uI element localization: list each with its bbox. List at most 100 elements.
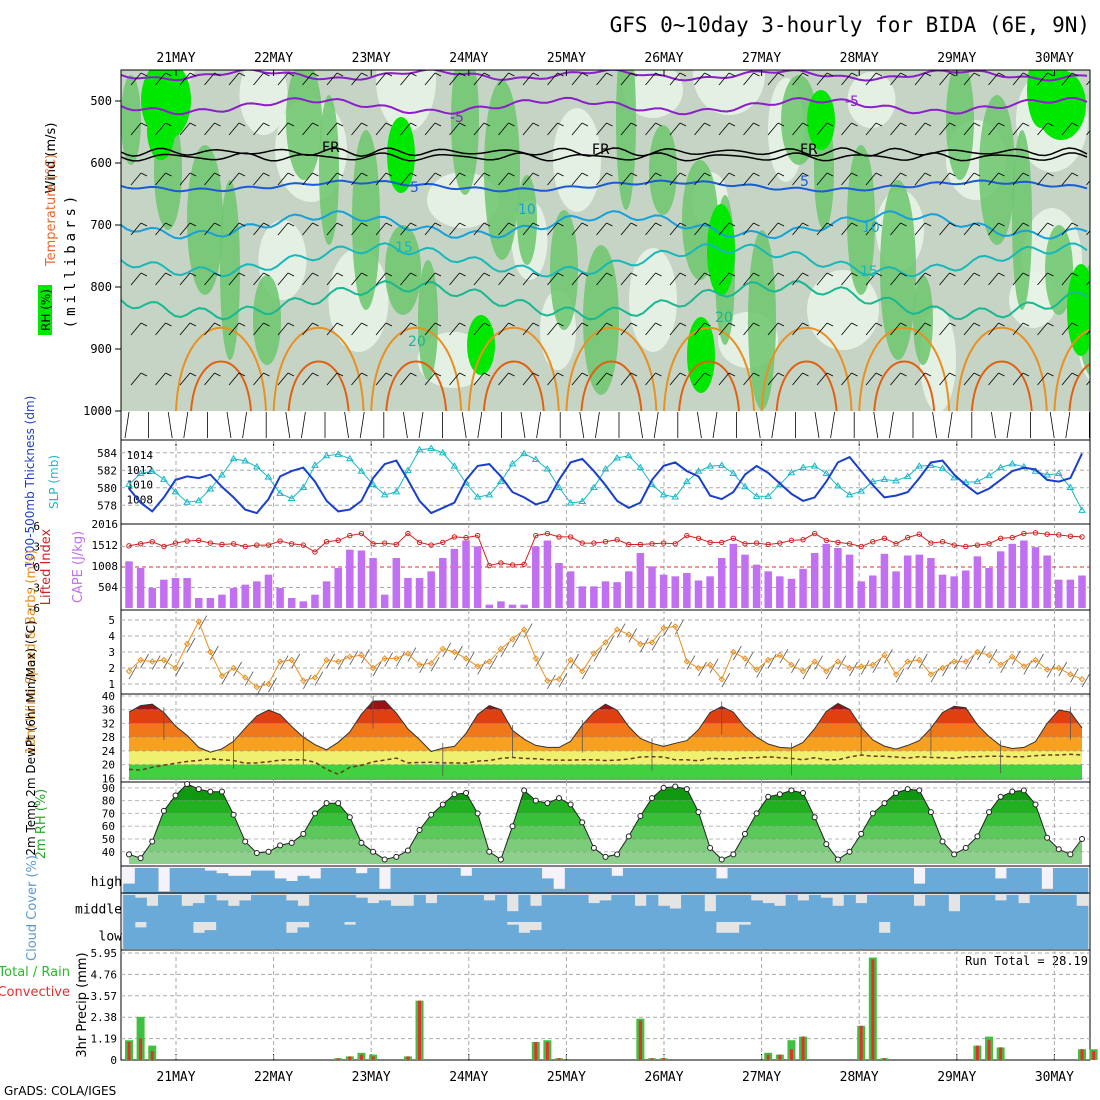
wind-barb [851, 72, 858, 77]
rh-point [974, 833, 981, 840]
lifted-index-point [137, 541, 144, 547]
lifted-index-point [974, 542, 981, 548]
slp-point [497, 477, 505, 485]
contour-label: 20 [408, 334, 426, 350]
cape-bar [950, 576, 958, 608]
cloud-bar [634, 922, 647, 949]
wind-barb [204, 322, 215, 336]
wind-barb [802, 72, 809, 77]
wind-barb [312, 72, 319, 77]
wind-barb [728, 122, 736, 127]
cloud-row-label: low [99, 930, 123, 945]
cloud-bar [739, 868, 752, 894]
wind-barb [743, 322, 754, 336]
lifted-index-point [254, 542, 260, 548]
wind10m-point [427, 659, 435, 667]
cloud-bar [762, 922, 775, 949]
wind-barb [277, 322, 289, 336]
wind10m-point [579, 667, 586, 675]
wind-barb [792, 122, 803, 136]
precip-convective-bar [975, 1045, 979, 1060]
wind10m-barb [512, 633, 521, 648]
rh-point [532, 797, 539, 804]
cloud-bar [262, 870, 275, 894]
wind-barb [277, 272, 289, 286]
wind10m-point [602, 639, 609, 646]
cape-bar [1055, 579, 1063, 608]
slp-point [369, 480, 377, 488]
surface-wind-barb [359, 411, 365, 439]
lifted-index-point [788, 537, 795, 544]
surface-wind-barb [226, 411, 232, 439]
wind-barb [900, 322, 907, 327]
cape-bar [299, 601, 308, 608]
wind10m-barb [616, 623, 626, 638]
precip-convective-bar [859, 1025, 863, 1060]
wind-barb [963, 72, 975, 86]
slp-point [636, 463, 645, 471]
rh-point [381, 856, 388, 863]
wind-barb [792, 72, 803, 86]
wind10m-point [846, 664, 853, 672]
rh-point [986, 809, 993, 816]
wind-barb [777, 172, 785, 177]
wind10m-barb [837, 655, 847, 670]
cloud-bar [808, 895, 822, 922]
cape-bar [427, 571, 435, 608]
cloud-bar [669, 922, 682, 949]
wind-barb [988, 222, 999, 236]
bottom-date-label: 26MAY [644, 1070, 683, 1085]
cloud-bar [367, 868, 380, 894]
wind-barb [532, 272, 540, 277]
wind-barb [792, 222, 803, 236]
wind-barb [767, 122, 779, 136]
wind-barb [963, 272, 975, 286]
temp-contour-25 [272, 326, 365, 411]
wind10m-barb [1035, 653, 1044, 669]
lifted-index-point [649, 541, 655, 547]
slp-point [915, 462, 924, 469]
slp-point [473, 493, 482, 500]
slp-point [578, 497, 587, 504]
contour-label: 15 [395, 240, 413, 256]
rh-point [1020, 787, 1027, 794]
cape-bar [369, 558, 377, 608]
run-total-annotation: Run Total = 28.19 [965, 954, 1088, 968]
wind10m-point [497, 645, 505, 653]
rh-point [172, 792, 179, 799]
wind-barb [777, 122, 785, 127]
slp-point [717, 461, 726, 468]
wind10m-point [776, 651, 784, 659]
wind-barb [140, 222, 148, 227]
wind-barb [547, 172, 558, 186]
cape-bar [334, 568, 342, 608]
rh-point [277, 842, 284, 849]
wind10m-point [939, 664, 946, 672]
wind10m-point [648, 639, 656, 646]
wind-barb [165, 122, 172, 127]
wind-barb [130, 122, 142, 136]
xs-pressure-label: (millibars) [63, 192, 79, 329]
wind10m-barb [570, 653, 579, 669]
wind-barb [679, 172, 687, 177]
wind-barb [630, 222, 638, 227]
wind-barb [165, 322, 172, 327]
lifted-index-point [1021, 530, 1027, 537]
surface-wind-barb [301, 411, 306, 439]
cloud-bar [599, 900, 612, 922]
rh-moist-area [649, 125, 677, 215]
wind-barb [596, 222, 607, 236]
wind-barb [679, 272, 687, 277]
cloud-bar [123, 883, 136, 894]
cape-bar [624, 571, 633, 608]
wind-barb [326, 72, 338, 86]
top-date-label: 29MAY [937, 51, 976, 66]
wind-barb [963, 172, 975, 186]
cloud-bar [332, 868, 345, 894]
wind-barb [826, 72, 834, 77]
cloud-bar [634, 868, 647, 894]
surface-wind-barb [830, 411, 835, 439]
cloud-bar [413, 868, 426, 894]
cloud-bar [1006, 922, 1019, 949]
rh-point [300, 830, 307, 837]
